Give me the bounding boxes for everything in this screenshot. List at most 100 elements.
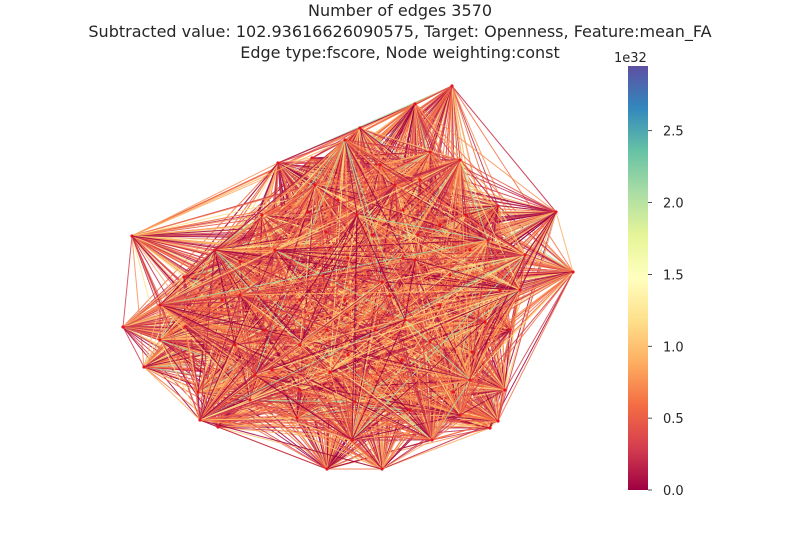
- graph-node: [358, 126, 362, 130]
- graph-edge: [429, 289, 521, 343]
- graph-node: [158, 303, 162, 307]
- graph-edge: [274, 249, 301, 346]
- graph-node: [450, 84, 454, 88]
- graph-edge: [277, 127, 361, 164]
- graph-edge: [356, 214, 406, 321]
- graph-edge: [489, 420, 499, 429]
- graph-node: [213, 248, 217, 252]
- graph-edge: [469, 239, 489, 381]
- graph-node: [325, 467, 329, 471]
- graph-edge: [459, 159, 489, 241]
- graph-edge: [199, 184, 396, 421]
- graph-node: [448, 273, 452, 277]
- colorbar-tick-label: 1.0: [663, 340, 684, 355]
- graph-edge: [214, 249, 236, 346]
- graph-edge: [199, 389, 301, 421]
- graph-edge: [487, 239, 521, 291]
- graph-edge: [159, 304, 461, 416]
- graph-edge: [519, 271, 574, 291]
- graph-edge: [404, 239, 489, 321]
- graph-edge: [199, 249, 216, 421]
- graph-edge: [329, 319, 406, 373]
- graph-node: [470, 350, 474, 354]
- graph-edge: [239, 139, 346, 296]
- graph-edge: [159, 304, 353, 441]
- graph-edge: [381, 254, 526, 283]
- graph-edge: [504, 271, 574, 391]
- graph-edge: [519, 254, 526, 291]
- graph-edge: [159, 304, 199, 393]
- graph-edge: [356, 214, 526, 256]
- graph-edge: [487, 239, 526, 256]
- graph-edge: [239, 254, 526, 296]
- graph-edge: [351, 289, 521, 441]
- graph-node: [413, 102, 417, 106]
- graph-edge: [159, 304, 331, 373]
- graph-edge: [214, 249, 416, 261]
- graph-edge: [351, 239, 489, 441]
- graph-edge: [344, 139, 521, 291]
- graph-edge: [159, 259, 416, 306]
- graph-edge: [199, 249, 276, 421]
- graph-edge: [299, 214, 358, 346]
- title-line-target: Subtracted value: 102.93616626090575, Ta…: [88, 22, 712, 41]
- graph-node: [428, 340, 432, 344]
- graph-edge: [214, 249, 256, 376]
- graph-edge: [451, 85, 461, 161]
- graph-edge: [214, 164, 381, 251]
- graph-edge: [249, 399, 356, 403]
- graph-edge: [274, 184, 396, 251]
- graph-edge: [414, 103, 557, 213]
- graph-edge: [344, 139, 526, 256]
- graph-edge: [122, 235, 133, 328]
- graph-edge: [122, 304, 161, 328]
- graph-edge: [159, 304, 201, 421]
- graph-edge: [431, 427, 491, 441]
- graph-node: [486, 238, 490, 242]
- graph-edge: [199, 139, 346, 421]
- graph-edge: [143, 304, 161, 368]
- graph-node: [451, 390, 455, 394]
- graph-node: [400, 358, 404, 362]
- graph-edge: [197, 391, 433, 441]
- graph-edge: [356, 214, 489, 241]
- graph-node: [238, 260, 242, 264]
- colorbar-tick-label: 1.5: [663, 268, 684, 283]
- graph-node: [142, 365, 146, 369]
- graph-edge: [459, 159, 521, 291]
- graph-edge: [239, 294, 471, 381]
- graph-edge: [199, 319, 406, 421]
- graph-node: [260, 213, 264, 217]
- graph-node: [198, 418, 202, 422]
- graph-edge: [214, 249, 353, 441]
- colorbar-bar: [628, 66, 648, 490]
- graph-node: [196, 390, 200, 394]
- graph-edge: [234, 344, 353, 441]
- graph-edge: [381, 427, 491, 470]
- graph-edge: [459, 389, 506, 416]
- graph-node: [253, 373, 257, 377]
- graph-edge: [299, 389, 353, 441]
- graph-node: [276, 161, 280, 165]
- graph-edge: [504, 289, 521, 391]
- graph-edge: [504, 329, 511, 391]
- graph-edge: [519, 211, 557, 291]
- graph-edge: [199, 419, 353, 441]
- graph-edge: [199, 159, 461, 421]
- graph-edge: [214, 231, 327, 251]
- graph-node: [458, 413, 462, 417]
- graph-node: [438, 223, 442, 227]
- graph-edge: [159, 339, 328, 470]
- graph-node: [413, 258, 417, 262]
- graph-edge: [249, 399, 328, 470]
- title-line-edges: Number of edges 3570: [307, 1, 492, 20]
- graph-edge: [497, 271, 574, 422]
- graph-node: [182, 275, 186, 279]
- graph-edge: [261, 184, 396, 216]
- graph-edge: [199, 419, 433, 441]
- graph-edge: [199, 214, 358, 421]
- graph-edge: [356, 214, 471, 381]
- graph-edge: [414, 103, 461, 161]
- graph-edge: [404, 319, 433, 441]
